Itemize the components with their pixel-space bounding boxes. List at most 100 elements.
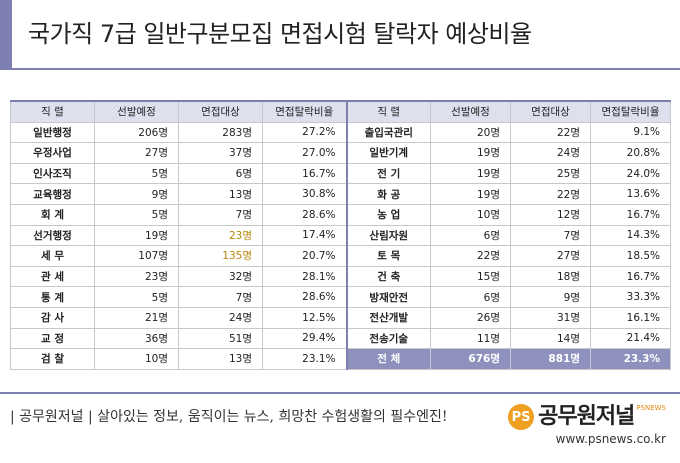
table-row: 우정사업 27명 37명 27.0% 일반기계 19명 24명 20.8% [10, 142, 671, 164]
table-row: 일반행정 206명 283명 27.2% 출입국관리 20명 22명 9.1% [10, 121, 671, 144]
category-cell: 회 계 [10, 203, 95, 226]
interview-count-cell: 32명 [178, 265, 263, 288]
interview-count-cell: 12명 [510, 203, 591, 226]
selected-count-cell: 10명 [94, 348, 179, 370]
interview-count-cell: 7명 [178, 286, 263, 308]
category-cell: 화 공 [345, 183, 431, 205]
dropout-rate-cell: 27.0% [262, 142, 347, 164]
selected-count-cell: 21명 [94, 306, 179, 329]
footer-divider [0, 392, 680, 394]
page-title: 국가직 7급 일반구분모집 면접시험 탈락자 예상비율 [28, 20, 532, 48]
dropout-rate-cell: 21.4% [590, 327, 671, 350]
dropout-rate-cell: 16.7% [590, 265, 671, 288]
dropout-rate-cell: 28.1% [262, 265, 347, 288]
selected-count-cell: 15명 [430, 265, 511, 288]
dropout-rate-cell: 27.2% [262, 121, 347, 144]
interview-count-cell: 37명 [178, 142, 263, 164]
interview-count-cell: 22명 [510, 183, 591, 205]
category-cell: 검 찰 [10, 348, 95, 370]
selected-count-cell: 36명 [94, 327, 179, 350]
category-cell: 관 세 [10, 265, 95, 288]
title-bar: 국가직 7급 일반구분모집 면접시험 탈락자 예상비율 [0, 0, 680, 68]
header-right-category: 직 렬 [345, 99, 431, 123]
category-cell: 세 무 [10, 245, 95, 267]
interview-count-cell: 13명 [178, 348, 263, 370]
dropout-rate-cell: 16.7% [590, 203, 671, 226]
table-row: 관 세 23명 32명 28.1% 건 축 15명 18명 16.7% [10, 265, 671, 288]
selected-count-cell: 19명 [430, 162, 511, 185]
dropout-rate-cell: 24.0% [590, 162, 671, 185]
selected-count-cell: 9명 [94, 183, 179, 205]
selected-count-cell: 20명 [430, 121, 511, 144]
selected-count-cell: 19명 [430, 142, 511, 164]
interview-count-cell: 27명 [510, 245, 591, 267]
total-interview-cell: 881명 [510, 348, 591, 370]
category-cell: 건 축 [345, 265, 431, 288]
logo-name: 공무원저널 [538, 404, 635, 429]
header-left-category: 직 렬 [10, 99, 95, 123]
category-cell: 인사조직 [10, 162, 95, 185]
interview-count-cell: 13명 [178, 183, 263, 205]
total-selected-cell: 676명 [430, 348, 511, 370]
category-cell: 교 정 [10, 327, 95, 350]
selected-count-cell: 23명 [94, 265, 179, 288]
footer: | 공무원저널 | 살아있는 정보, 움직이는 뉴스, 희망찬 수험생활의 필수… [0, 392, 680, 463]
category-cell: 전산개발 [345, 306, 431, 329]
category-cell: 방재안전 [345, 286, 431, 308]
header-right-rate: 면접탈락비율 [590, 99, 671, 123]
interview-count-cell: 25명 [510, 162, 591, 185]
table-row: 세 무 107명 135명 20.7% 토 목 22명 27명 18.5% [10, 245, 671, 267]
table-row: 인사조직 5명 6명 16.7% 전 기 19명 25명 24.0% [10, 162, 671, 185]
category-cell: 농 업 [345, 203, 431, 226]
header-left-rate: 면접탈락비율 [262, 99, 347, 123]
category-cell: 일반행정 [10, 121, 95, 144]
logo-subtext: PSNEWS [636, 404, 666, 412]
dropout-rate-cell: 23.1% [262, 348, 347, 370]
selected-count-cell: 10명 [430, 203, 511, 226]
interview-count-cell: 18명 [510, 265, 591, 288]
interview-count-cell: 24명 [178, 306, 263, 329]
table-row: 회 계 5명 7명 28.6% 농 업 10명 12명 16.7% [10, 203, 671, 226]
table-row: 감 사 21명 24명 12.5% 전산개발 26명 31명 16.1% [10, 306, 671, 329]
dropout-rate-cell: 16.1% [590, 306, 671, 329]
dropout-rate-cell: 20.7% [262, 245, 347, 267]
category-cell: 선거행정 [10, 224, 95, 247]
selected-count-cell: 22명 [430, 245, 511, 267]
interview-count-cell: 51명 [178, 327, 263, 350]
dropout-rate-cell: 14.3% [590, 224, 671, 247]
interview-count-cell: 24명 [510, 142, 591, 164]
interview-count-cell: 7명 [510, 224, 591, 247]
dropout-rate-cell: 16.7% [262, 162, 347, 185]
category-cell: 우정사업 [10, 142, 95, 164]
logo-mark-icon: PS [508, 404, 535, 430]
category-cell: 교육행정 [10, 183, 95, 205]
footer-slogan: | 공무원저널 | 살아있는 정보, 움직이는 뉴스, 희망찬 수험생활의 필수… [10, 409, 448, 425]
dropout-rate-cell: 18.5% [590, 245, 671, 267]
title-accent-bar [0, 0, 12, 68]
dropout-rate-cell: 20.8% [590, 142, 671, 164]
dropout-rate-cell: 29.4% [262, 327, 347, 350]
interview-count-cell: 7명 [178, 203, 263, 226]
selected-count-cell: 26명 [430, 306, 511, 329]
category-cell: 통 계 [10, 286, 95, 308]
interview-count-cell: 135명 [178, 245, 263, 267]
dropout-rate-cell: 12.5% [262, 306, 347, 329]
brand-logo: PS 공무원저널 PSNEWS [508, 396, 666, 430]
dropout-rate-cell: 9.1% [590, 121, 671, 144]
selected-count-cell: 11명 [430, 327, 511, 350]
category-cell: 토 목 [345, 245, 431, 267]
category-cell: 감 사 [10, 306, 95, 329]
table-row: 선거행정 19명 23명 17.4% 산림자원 6명 7명 14.3% [10, 224, 671, 247]
selected-count-cell: 19명 [430, 183, 511, 205]
dropout-rate-cell: 30.8% [262, 183, 347, 205]
results-table-wrapper: 직 렬 선발예정 면접대상 면접탈락비율 직 렬 선발예정 면접대상 면접탈락비… [10, 99, 671, 370]
selected-count-cell: 206명 [94, 121, 179, 144]
interview-ratio-table: 직 렬 선발예정 면접대상 면접탈락비율 직 렬 선발예정 면접대상 면접탈락비… [10, 99, 671, 370]
dropout-rate-cell: 28.6% [262, 286, 347, 308]
dropout-rate-cell: 13.6% [590, 183, 671, 205]
table-row: 교 정 36명 51명 29.4% 전송기술 11명 14명 21.4% [10, 327, 671, 350]
site-url: www.psnews.co.kr [555, 432, 666, 446]
interview-count-cell: 283명 [178, 121, 263, 144]
total-rate-cell: 23.3% [590, 348, 671, 370]
interview-count-cell: 31명 [510, 306, 591, 329]
